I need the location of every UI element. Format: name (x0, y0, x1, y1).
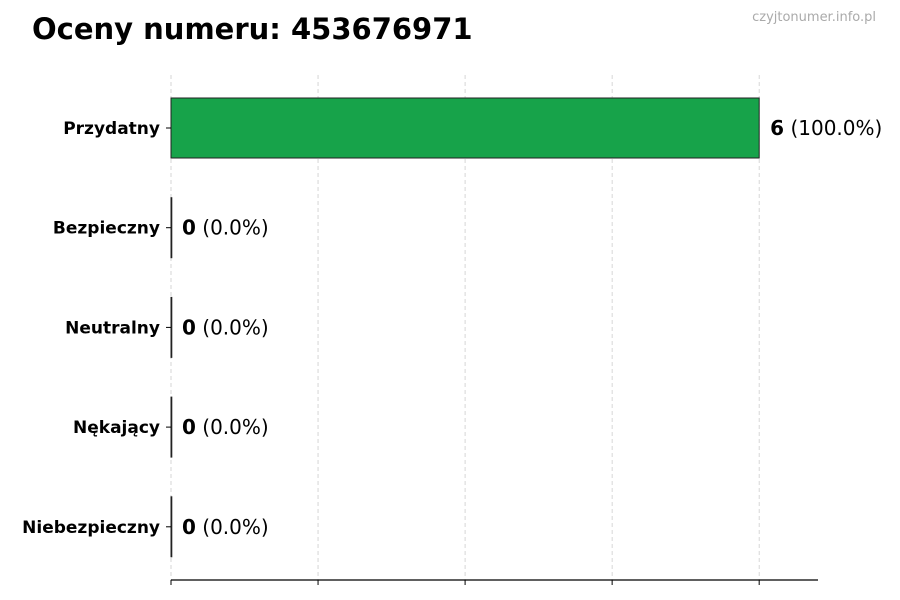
bar-3 (170, 396, 173, 458)
data-label: 6 (100.0%) (770, 116, 882, 140)
data-label: 0 (0.0%) (182, 315, 269, 339)
value-label: 0 (182, 216, 196, 240)
category-label: Niebezpieczny (22, 518, 160, 538)
watermark: czyjtonumer.info.pl (752, 10, 876, 25)
category-label: Nękający (73, 418, 160, 438)
bar-4 (170, 496, 173, 558)
value-label: 0 (182, 415, 196, 439)
category-label: Przydatny (63, 119, 160, 139)
data-label: 0 (0.0%) (182, 216, 269, 240)
category-label: Bezpieczny (53, 219, 160, 239)
chart-title: Oceny numeru: 453676971 (32, 12, 473, 46)
percent-label: (0.0%) (196, 515, 269, 539)
bar-1 (170, 197, 173, 259)
bar-0 (170, 97, 760, 159)
data-label: 0 (0.0%) (182, 515, 269, 539)
percent-label: (0.0%) (196, 415, 269, 439)
value-label: 0 (182, 515, 196, 539)
data-label: 0 (0.0%) (182, 415, 269, 439)
category-label: Neutralny (65, 318, 160, 338)
percent-label: (0.0%) (196, 216, 269, 240)
percent-label: (100.0%) (784, 116, 882, 140)
percent-label: (0.0%) (196, 315, 269, 339)
bar-2 (170, 296, 173, 358)
value-label: 0 (182, 315, 196, 339)
value-label: 6 (770, 116, 784, 140)
